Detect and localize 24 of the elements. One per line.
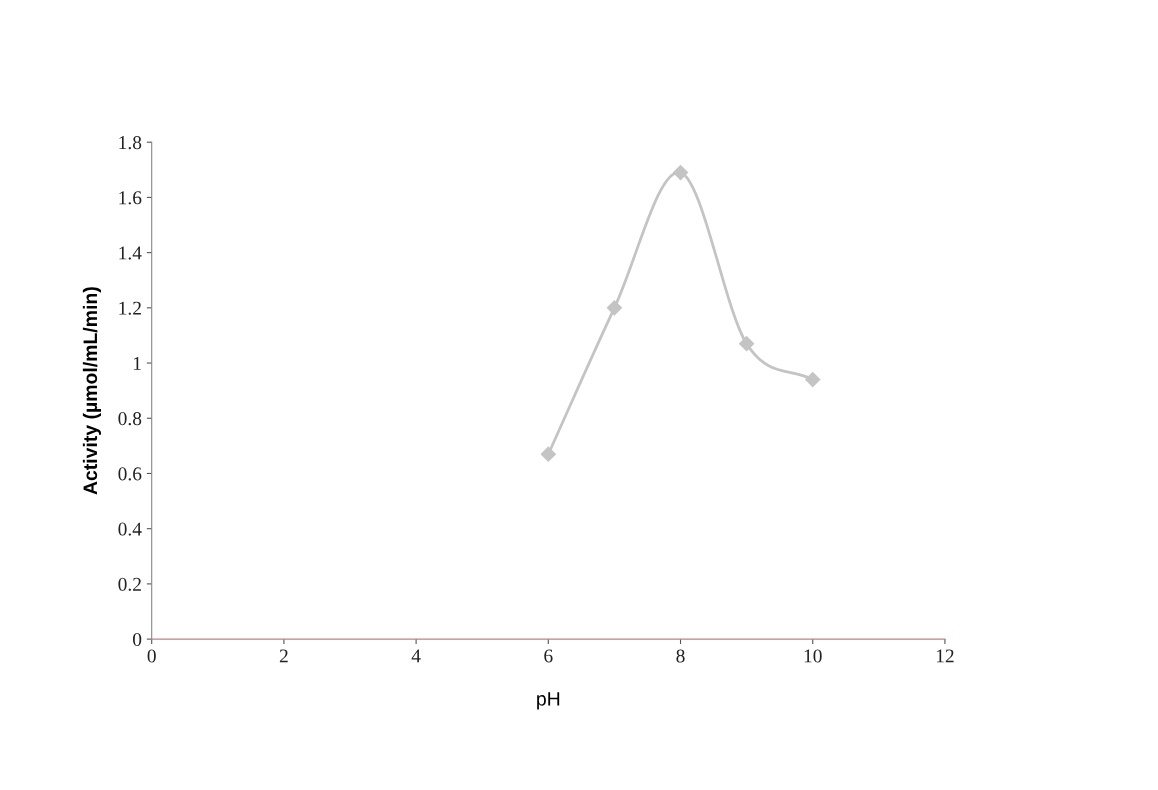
point: [540, 446, 556, 462]
y-tick-label: 0.6: [118, 467, 142, 481]
x-axis-title: pH: [537, 692, 560, 710]
y-tick-label: 0.8: [118, 412, 142, 426]
x-tick-label: 6: [544, 649, 553, 663]
y-axis-title: Activity (µmol/mL/min): [82, 287, 101, 495]
y-tick-label: 1.6: [119, 191, 142, 205]
y-tick-label: 1.8: [119, 136, 142, 150]
y-tick-label: 0: [132, 632, 142, 647]
y-tick-label: 1.2: [119, 301, 141, 315]
x-tick-label: 12: [936, 649, 954, 663]
point: [672, 164, 689, 181]
point: [805, 372, 821, 388]
x-tick-label: 0: [147, 649, 156, 663]
x-tick-label: 8: [676, 649, 685, 663]
y-tick-label: 0.4: [118, 522, 142, 536]
y-tick-label: 1.4: [119, 246, 142, 260]
x-tick-label: 10: [804, 649, 822, 663]
x-tick-label: 2: [279, 649, 288, 663]
point: [739, 336, 755, 352]
y-tick-label: 1: [133, 356, 141, 370]
y-tick-label: 0.2: [118, 577, 141, 591]
point: [606, 300, 622, 316]
x-tick-label: 4: [411, 649, 421, 663]
